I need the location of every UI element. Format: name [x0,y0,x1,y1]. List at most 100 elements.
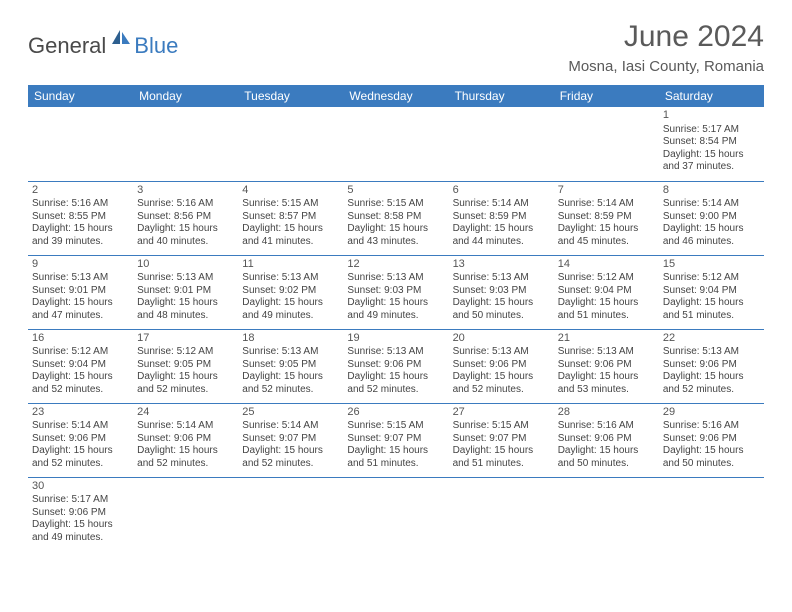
sunset-line: Sunset: 9:07 PM [347,433,444,446]
daylight-line: Daylight: 15 hours and 49 minutes. [32,519,129,544]
day-header: Tuesday [238,85,343,107]
sunrise-line: Sunrise: 5:13 AM [137,272,234,285]
calendar-row: 30Sunrise: 5:17 AMSunset: 9:06 PMDayligh… [28,477,764,551]
calendar-cell: 2Sunrise: 5:16 AMSunset: 8:55 PMDaylight… [28,181,133,255]
daylight-line: Daylight: 15 hours and 39 minutes. [32,223,129,248]
calendar-cell-empty [659,477,764,551]
calendar-cell: 25Sunrise: 5:14 AMSunset: 9:07 PMDayligh… [238,403,343,477]
daylight-line: Daylight: 15 hours and 43 minutes. [347,223,444,248]
day-number: 13 [453,258,550,272]
sunrise-line: Sunrise: 5:14 AM [137,420,234,433]
title-block: June 2024 Mosna, Iasi County, Romania [568,20,764,79]
calendar-cell-empty [449,107,554,181]
day-number: 8 [663,184,760,198]
calendar-cell-empty [238,107,343,181]
sunset-line: Sunset: 8:54 PM [663,136,760,149]
day-header: Monday [133,85,238,107]
day-number: 29 [663,406,760,420]
daylight-line: Daylight: 15 hours and 49 minutes. [347,297,444,322]
calendar-cell: 14Sunrise: 5:12 AMSunset: 9:04 PMDayligh… [554,255,659,329]
sunset-line: Sunset: 9:04 PM [558,285,655,298]
day-number: 30 [32,480,129,494]
daylight-line: Daylight: 15 hours and 45 minutes. [558,223,655,248]
calendar-cell-empty [28,107,133,181]
day-number: 15 [663,258,760,272]
calendar-cell: 7Sunrise: 5:14 AMSunset: 8:59 PMDaylight… [554,181,659,255]
day-number: 10 [137,258,234,272]
calendar-body: 1Sunrise: 5:17 AMSunset: 8:54 PMDaylight… [28,107,764,551]
calendar-cell-empty [343,107,448,181]
daylight-line: Daylight: 15 hours and 51 minutes. [347,445,444,470]
sunset-line: Sunset: 9:06 PM [32,507,129,520]
sunrise-line: Sunrise: 5:12 AM [32,346,129,359]
calendar-cell: 11Sunrise: 5:13 AMSunset: 9:02 PMDayligh… [238,255,343,329]
day-number: 5 [347,184,444,198]
sunrise-line: Sunrise: 5:16 AM [663,420,760,433]
calendar-cell: 12Sunrise: 5:13 AMSunset: 9:03 PMDayligh… [343,255,448,329]
sunset-line: Sunset: 9:07 PM [242,433,339,446]
day-number: 7 [558,184,655,198]
calendar-cell-empty [343,477,448,551]
sunrise-line: Sunrise: 5:14 AM [32,420,129,433]
daylight-line: Daylight: 15 hours and 51 minutes. [663,297,760,322]
day-number: 23 [32,406,129,420]
daylight-line: Daylight: 15 hours and 41 minutes. [242,223,339,248]
day-number: 19 [347,332,444,346]
sunrise-line: Sunrise: 5:17 AM [32,494,129,507]
day-number: 22 [663,332,760,346]
daylight-line: Daylight: 15 hours and 50 minutes. [663,445,760,470]
daylight-line: Daylight: 15 hours and 52 minutes. [453,371,550,396]
calendar-cell: 9Sunrise: 5:13 AMSunset: 9:01 PMDaylight… [28,255,133,329]
calendar-row: 1Sunrise: 5:17 AMSunset: 8:54 PMDaylight… [28,107,764,181]
sunrise-line: Sunrise: 5:15 AM [453,420,550,433]
day-number: 9 [32,258,129,272]
sunset-line: Sunset: 9:01 PM [137,285,234,298]
calendar-cell: 23Sunrise: 5:14 AMSunset: 9:06 PMDayligh… [28,403,133,477]
sunrise-line: Sunrise: 5:15 AM [347,420,444,433]
day-number: 24 [137,406,234,420]
calendar-cell: 24Sunrise: 5:14 AMSunset: 9:06 PMDayligh… [133,403,238,477]
calendar-cell: 26Sunrise: 5:15 AMSunset: 9:07 PMDayligh… [343,403,448,477]
header: General Blue June 2024 Mosna, Iasi Count… [28,20,764,79]
day-number: 2 [32,184,129,198]
sunrise-line: Sunrise: 5:13 AM [663,346,760,359]
sunset-line: Sunset: 8:59 PM [558,211,655,224]
sunset-line: Sunset: 9:03 PM [347,285,444,298]
sunset-line: Sunset: 8:58 PM [347,211,444,224]
sunrise-line: Sunrise: 5:16 AM [32,198,129,211]
calendar-cell: 5Sunrise: 5:15 AMSunset: 8:58 PMDaylight… [343,181,448,255]
daylight-line: Daylight: 15 hours and 46 minutes. [663,223,760,248]
calendar-cell: 17Sunrise: 5:12 AMSunset: 9:05 PMDayligh… [133,329,238,403]
sunset-line: Sunset: 9:02 PM [242,285,339,298]
calendar-cell: 16Sunrise: 5:12 AMSunset: 9:04 PMDayligh… [28,329,133,403]
sunset-line: Sunset: 9:04 PM [663,285,760,298]
logo-text-general: General [28,33,106,59]
daylight-line: Daylight: 15 hours and 44 minutes. [453,223,550,248]
daylight-line: Daylight: 15 hours and 50 minutes. [558,445,655,470]
daylight-line: Daylight: 15 hours and 52 minutes. [32,371,129,396]
day-number: 25 [242,406,339,420]
day-number: 27 [453,406,550,420]
calendar-row: 16Sunrise: 5:12 AMSunset: 9:04 PMDayligh… [28,329,764,403]
day-header: Friday [554,85,659,107]
sunset-line: Sunset: 9:06 PM [663,433,760,446]
day-number: 3 [137,184,234,198]
calendar-cell: 29Sunrise: 5:16 AMSunset: 9:06 PMDayligh… [659,403,764,477]
calendar-cell: 19Sunrise: 5:13 AMSunset: 9:06 PMDayligh… [343,329,448,403]
day-number: 4 [242,184,339,198]
calendar-cell-empty [238,477,343,551]
sunset-line: Sunset: 9:05 PM [242,359,339,372]
sunrise-line: Sunrise: 5:13 AM [347,272,444,285]
sunrise-line: Sunrise: 5:15 AM [347,198,444,211]
sunrise-line: Sunrise: 5:13 AM [453,272,550,285]
location-text: Mosna, Iasi County, Romania [568,58,764,75]
calendar-row: 23Sunrise: 5:14 AMSunset: 9:06 PMDayligh… [28,403,764,477]
day-header: Wednesday [343,85,448,107]
sunset-line: Sunset: 9:00 PM [663,211,760,224]
day-number: 26 [347,406,444,420]
calendar-cell: 15Sunrise: 5:12 AMSunset: 9:04 PMDayligh… [659,255,764,329]
sunset-line: Sunset: 9:06 PM [558,359,655,372]
sunset-line: Sunset: 9:03 PM [453,285,550,298]
calendar-cell: 18Sunrise: 5:13 AMSunset: 9:05 PMDayligh… [238,329,343,403]
sunrise-line: Sunrise: 5:12 AM [663,272,760,285]
